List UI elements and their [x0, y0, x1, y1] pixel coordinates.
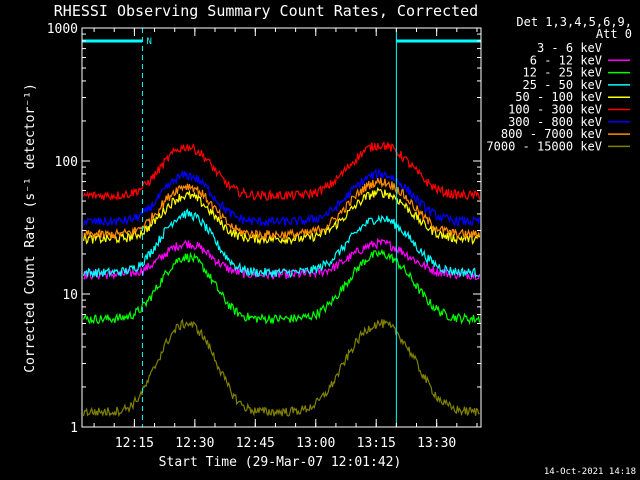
y-tick-label-0: 1 [70, 421, 78, 436]
annotation-label-0: N [146, 37, 151, 47]
legend-label-4: 50 - 100 keV [515, 90, 602, 104]
series-line-2 [83, 248, 481, 326]
series-line-7 [83, 177, 481, 241]
series-line-1 [83, 237, 481, 281]
y-tick-label-2: 100 [55, 155, 78, 170]
x-tick-label-1: 12:30 [175, 436, 214, 451]
series-line-4 [83, 186, 481, 246]
legend-label-7: 800 - 7000 keV [501, 127, 602, 141]
y-axis-label: Corrected Count Rate (s⁻¹ detector⁻¹) [23, 83, 38, 373]
x-tick-label-5: 13:30 [417, 436, 456, 451]
x-tick-label-2: 12:45 [236, 436, 275, 451]
legend-label-6: 300 - 800 keV [508, 115, 602, 129]
series-line-5 [83, 141, 481, 202]
plot-frame [81, 27, 482, 428]
x-tick-label-0: 12:15 [115, 436, 154, 451]
legend-label-1: 6 - 12 keV [530, 53, 602, 67]
footer-date: 14-Oct-2021 14:18 [544, 467, 636, 477]
legend-label-5: 100 - 300 keV [508, 103, 602, 117]
series-line-8 [83, 318, 480, 418]
x-tick-label-4: 13:15 [357, 436, 396, 451]
axes: 12:15 12:30 12:45 13:00 13:15 13:30 1 10 100 1000 [47, 22, 482, 451]
plot-area: N [82, 28, 482, 427]
series-line-0 [83, 257, 480, 362]
legend-label-3: 25 - 50 keV [523, 78, 602, 92]
chart-title: RHESSI Observing Summary Count Rates, Co… [54, 2, 478, 20]
legend-label-8: 7000 - 15000 keV [486, 139, 602, 153]
x-tick-label-3: 13:00 [296, 436, 335, 451]
y-tick-label-3: 1000 [47, 22, 78, 37]
y-tick-label-1: 10 [62, 288, 78, 303]
legend-label-2: 12 - 25 keV [523, 66, 602, 80]
series-line-6 [83, 167, 481, 228]
legend-header-line-2: Att 0 [596, 27, 632, 41]
series-line-3 [83, 208, 480, 279]
legend-header-line-1: Det 1,3,4,5,6,9, [516, 15, 632, 29]
x-axis-label: Start Time (29-Mar-07 12:01:42) [159, 455, 402, 470]
legend-label-0: 3 - 6 keV [537, 41, 602, 55]
